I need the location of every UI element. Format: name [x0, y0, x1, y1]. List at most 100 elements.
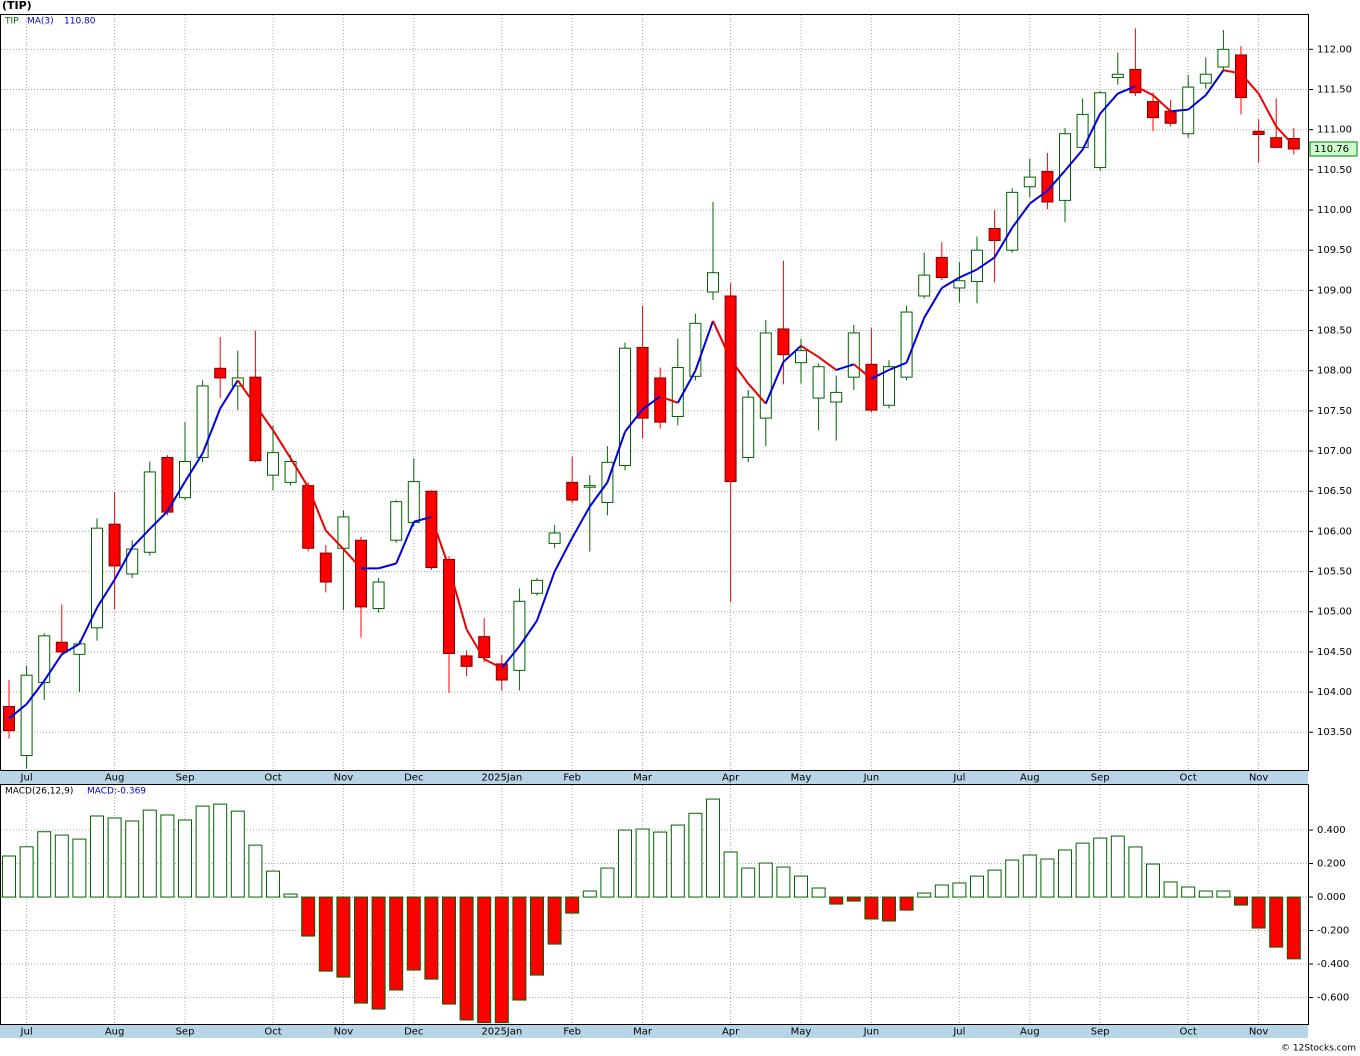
ma-line-segment [694, 320, 714, 372]
x-tick-label: Jul [20, 1027, 33, 1038]
x-tick-label: Apr [722, 1027, 740, 1038]
y-tick-label: 0.200 [1317, 859, 1346, 870]
macd-bar [635, 828, 650, 898]
macd-bar [354, 896, 368, 1004]
candle-body [425, 490, 438, 569]
macd-bar [1146, 863, 1160, 898]
macd-bar [1058, 849, 1072, 898]
x-tick-label: Aug [1020, 773, 1040, 784]
x-tick-label: Feb [563, 773, 581, 784]
candle-body [1287, 138, 1300, 150]
candle-body [883, 366, 895, 406]
macd-bar [1163, 881, 1178, 898]
candle-body [443, 559, 455, 655]
ma-line-segment [1187, 94, 1207, 111]
ma-line-segment [905, 317, 926, 364]
candle-body [795, 350, 807, 364]
candle-body [143, 471, 156, 553]
y-tick-label: 107.50 [1317, 406, 1352, 417]
y-tick-label: 106.50 [1317, 486, 1352, 497]
macd-bar [987, 869, 1002, 898]
ma-line-segment [254, 404, 274, 431]
candle-body [337, 516, 350, 549]
ma-line-segment [501, 645, 521, 669]
y-tick-label: 110.00 [1317, 205, 1352, 216]
macd-bar [670, 824, 685, 898]
y-tick-label: 108.00 [1317, 366, 1352, 377]
candle-body [267, 452, 279, 476]
ma-line-segment [378, 562, 397, 570]
ma-line-segment [1081, 113, 1102, 151]
macd-bar [582, 890, 597, 898]
ma-line-segment [1011, 203, 1031, 229]
x-tick-label: May [791, 1027, 812, 1038]
macd-bar [1040, 858, 1055, 898]
ma-line-segment [1064, 149, 1084, 172]
candle-body [460, 655, 473, 667]
macd-bar [494, 896, 509, 1024]
y-tick-label: 109.50 [1317, 245, 1352, 256]
x-tick-label: Oct [264, 773, 281, 784]
x-tick-label: Mar [633, 773, 653, 784]
macd-bar [1286, 896, 1301, 960]
ma-line-segment [430, 516, 450, 568]
y-tick-label: 111.50 [1317, 85, 1352, 96]
legend-ma: MA(3) [27, 17, 54, 27]
ma-line-segment [1099, 92, 1119, 115]
y-tick-label: -0.200 [1317, 926, 1349, 937]
macd-bar [1005, 859, 1020, 898]
macd-title: MACD(26,12,9) [5, 787, 73, 797]
ma-line-segment [43, 653, 63, 682]
candle-body [1147, 101, 1159, 119]
ma-line-segment [96, 579, 116, 609]
ma-line-segment [853, 363, 873, 380]
ma-line-segment [588, 481, 609, 508]
macd-bar [125, 820, 140, 898]
macd-bar [970, 875, 984, 898]
ma-line-segment [518, 620, 538, 647]
x-tick-label: 2025Jan [481, 1027, 522, 1038]
macd-bar [811, 887, 826, 898]
macd-bar [1110, 835, 1125, 898]
x-tick-label: Sep [176, 1027, 195, 1038]
y-tick-label: 0.400 [1317, 825, 1346, 836]
ma-line-segment [1170, 108, 1189, 113]
candle-body [513, 600, 526, 671]
macd-bar [459, 896, 474, 1021]
macd-bar [917, 892, 932, 898]
candle-body [3, 706, 15, 732]
candle-body [407, 481, 420, 524]
candle-body [812, 366, 825, 399]
candle-body [196, 385, 209, 458]
macd-bar [1022, 854, 1037, 898]
macd-bar [618, 829, 632, 898]
y-tick-label: 111.00 [1317, 125, 1352, 136]
y-tick-label: 103.50 [1317, 727, 1352, 738]
macd-bar [899, 896, 914, 911]
ma-line-segment [1257, 93, 1278, 127]
candle-body [1164, 110, 1177, 124]
candle-body [918, 274, 931, 297]
ma-line-segment [1134, 85, 1154, 97]
ma-line-segment [764, 361, 785, 405]
x-tick-label: Mar [633, 1027, 653, 1038]
candle-body [1270, 137, 1283, 148]
y-tick-label: 0.000 [1317, 892, 1346, 903]
y-tick-label: 107.00 [1317, 446, 1352, 457]
ma-line-segment [184, 452, 204, 483]
y-tick-label: 106.00 [1317, 526, 1352, 537]
macd-bar [829, 896, 844, 905]
macd-bar [389, 896, 404, 991]
candle-body [988, 228, 1001, 242]
candle-body [566, 481, 579, 501]
candle-body [619, 347, 631, 467]
macd-bar [741, 867, 756, 898]
candle-body [777, 328, 790, 356]
candle-body [390, 501, 403, 541]
x-tick-label: Nov [1249, 1027, 1269, 1038]
candle-body [671, 366, 684, 418]
macd-bar [213, 803, 228, 898]
x-tick-label: Jun [863, 1027, 880, 1038]
y-tick-label: 104.50 [1317, 647, 1352, 658]
candle-body [900, 311, 913, 378]
